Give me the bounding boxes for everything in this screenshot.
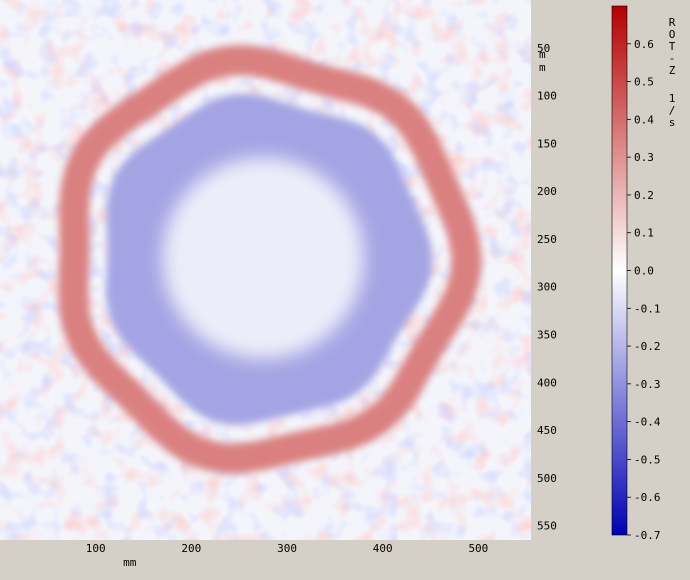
x-tick-label: 300 (277, 542, 297, 555)
vortex-rings (58, 45, 482, 474)
y-tick-label: 250 (537, 233, 557, 246)
colorbar-tick-label: -0.6 (634, 491, 661, 504)
y-tick-label: 550 (537, 520, 557, 533)
colorbar-tick-label: -0.5 (634, 453, 661, 466)
x-tick-label: 100 (86, 542, 106, 555)
field-name-char: O (669, 28, 676, 41)
colorbar-tick-label: 0.0 (634, 265, 654, 278)
x-tick-label: 200 (181, 542, 201, 555)
outer-positive-ring (58, 45, 482, 474)
y-unit-char: m (539, 61, 546, 74)
colorbar-tick-label: -0.7 (634, 529, 661, 542)
x-axis-unit: mm (123, 556, 137, 569)
colorbar-tick-label: 0.5 (634, 76, 654, 89)
x-tick-label: 500 (468, 542, 488, 555)
y-axis: 50 100 150 200 250 300 350 400 450 500 550 (537, 42, 557, 533)
y-tick-label: 100 (537, 90, 557, 103)
y-tick-label: 150 (537, 137, 557, 150)
y-tick-label: 400 (537, 376, 557, 389)
x-axis: 100 200 300 400 500 (86, 542, 489, 555)
y-tick-label: 450 (537, 424, 557, 437)
y-tick-label: 350 (537, 329, 557, 342)
field-unit-char: 1 (669, 92, 676, 105)
y-axis-unit: mm (539, 48, 546, 74)
field-name-char: T (669, 40, 676, 53)
colorbar-tick-label: -0.3 (634, 378, 661, 391)
y-tick-label: 200 (537, 185, 557, 198)
vortex-core (162, 157, 364, 359)
field-unit-char: / (669, 104, 676, 117)
colorbar-tick-label: -0.4 (634, 416, 661, 429)
field-name-char: - (669, 52, 676, 65)
y-tick-label: 50 (537, 42, 550, 55)
colorbar-tick-label: -0.1 (634, 302, 661, 315)
vorticity-field (0, 0, 531, 540)
colorbar-tick-label: 0.6 (634, 38, 654, 51)
colorbar-tick-label: 0.3 (634, 151, 654, 164)
x-tick-label: 400 (373, 542, 393, 555)
colorbar-tick-label: 0.4 (634, 113, 654, 126)
colorbar-ticks: 0.6 0.5 0.4 0.3 0.2 0.1 0.0 -0.1 -0.2 -0.3 -0.4 -0.… (627, 38, 661, 542)
field-unit-char: s (669, 116, 676, 129)
field-name-char: Z (669, 64, 676, 77)
field-name-char: R (669, 16, 676, 29)
colorbar-tick-label: 0.2 (634, 189, 654, 202)
y-unit-char: m (539, 48, 546, 61)
colorbar (611, 5, 628, 536)
field-title: ROT-Z 1/s (669, 16, 676, 129)
colorbar-tick-label: -0.2 (634, 340, 661, 353)
y-tick-label: 500 (537, 472, 557, 485)
y-tick-label: 300 (537, 281, 557, 294)
colorbar-tick-label: 0.1 (634, 227, 654, 240)
